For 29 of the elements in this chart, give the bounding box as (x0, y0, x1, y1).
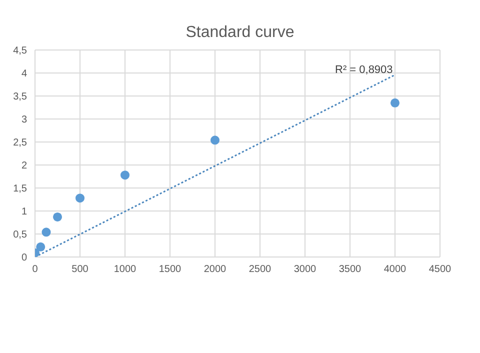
point (36, 242, 46, 252)
annotation: R² = 0,8903 (335, 64, 393, 76)
point (52, 212, 62, 222)
chart-title: Standard curve (186, 24, 294, 41)
x-tick-label: 4500 (428, 264, 452, 276)
point (120, 170, 130, 180)
x-tick-label: 2000 (204, 264, 227, 276)
x-tick-label: 3000 (294, 264, 317, 276)
x-tick-label: 3500 (338, 264, 362, 276)
point (75, 194, 85, 203)
x-tick-label: 0 (32, 264, 38, 276)
x-tick-label: 2500 (248, 264, 272, 276)
x-tick-label: 1000 (114, 264, 137, 276)
point (390, 98, 400, 108)
y-tick-label: 1,5 (13, 184, 28, 195)
y-tick-label: 4,5 (13, 46, 28, 57)
y-tick-label: 1 (21, 206, 28, 218)
y-tick-label: 4 (21, 68, 28, 80)
x-tick-label: 500 (72, 264, 89, 276)
y-tick-label: 3,5 (13, 92, 28, 103)
point (42, 228, 51, 237)
y-tick-label: 2 (21, 160, 28, 172)
y-tick-label: 2,5 (13, 138, 28, 149)
x-tick-label: 4000 (384, 264, 407, 276)
x-tick-label: 1500 (158, 264, 182, 276)
y-tick-label: 0 (21, 252, 28, 264)
y-tick-label: 3 (21, 114, 28, 126)
point (210, 136, 220, 145)
y-tick-label: 0,5 (13, 230, 28, 241)
